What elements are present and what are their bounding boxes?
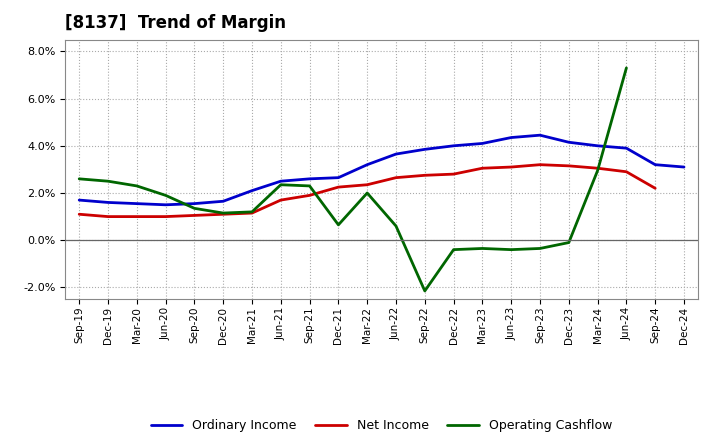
Net Income — [219, 212, 228, 217]
Operating Cashflow — [248, 209, 256, 215]
Line: Operating Cashflow: Operating Cashflow — [79, 68, 626, 291]
Ordinary Income — [564, 139, 573, 145]
Net Income — [104, 214, 112, 219]
Operating Cashflow — [161, 193, 170, 198]
Ordinary Income — [593, 143, 602, 148]
Net Income — [564, 163, 573, 169]
Line: Net Income: Net Income — [79, 165, 655, 216]
Ordinary Income — [651, 162, 660, 167]
Operating Cashflow — [219, 210, 228, 216]
Ordinary Income — [248, 188, 256, 193]
Net Income — [161, 214, 170, 219]
Net Income — [651, 186, 660, 191]
Ordinary Income — [507, 135, 516, 140]
Legend: Ordinary Income, Net Income, Operating Cashflow: Ordinary Income, Net Income, Operating C… — [146, 414, 617, 437]
Net Income — [132, 214, 141, 219]
Ordinary Income — [680, 165, 688, 170]
Operating Cashflow — [104, 179, 112, 184]
Operating Cashflow — [507, 247, 516, 252]
Ordinary Income — [132, 201, 141, 206]
Ordinary Income — [478, 141, 487, 146]
Ordinary Income — [536, 132, 544, 138]
Operating Cashflow — [536, 246, 544, 251]
Net Income — [622, 169, 631, 174]
Net Income — [75, 212, 84, 217]
Net Income — [392, 175, 400, 180]
Operating Cashflow — [392, 224, 400, 229]
Text: [8137]  Trend of Margin: [8137] Trend of Margin — [65, 15, 286, 33]
Ordinary Income — [363, 162, 372, 167]
Net Income — [334, 184, 343, 190]
Net Income — [248, 210, 256, 216]
Net Income — [449, 172, 458, 177]
Ordinary Income — [420, 147, 429, 152]
Ordinary Income — [161, 202, 170, 207]
Operating Cashflow — [363, 191, 372, 196]
Net Income — [363, 182, 372, 187]
Operating Cashflow — [334, 222, 343, 227]
Net Income — [190, 213, 199, 218]
Ordinary Income — [305, 176, 314, 181]
Operating Cashflow — [622, 65, 631, 70]
Operating Cashflow — [420, 288, 429, 293]
Operating Cashflow — [190, 205, 199, 211]
Net Income — [507, 165, 516, 170]
Operating Cashflow — [305, 183, 314, 189]
Operating Cashflow — [564, 240, 573, 245]
Ordinary Income — [622, 146, 631, 151]
Ordinary Income — [104, 200, 112, 205]
Operating Cashflow — [75, 176, 84, 181]
Operating Cashflow — [593, 168, 602, 173]
Ordinary Income — [219, 198, 228, 204]
Net Income — [593, 165, 602, 171]
Net Income — [276, 198, 285, 203]
Ordinary Income — [334, 175, 343, 180]
Net Income — [305, 193, 314, 198]
Ordinary Income — [190, 201, 199, 206]
Line: Ordinary Income: Ordinary Income — [79, 135, 684, 205]
Ordinary Income — [392, 151, 400, 157]
Operating Cashflow — [478, 246, 487, 251]
Operating Cashflow — [132, 183, 141, 189]
Net Income — [420, 172, 429, 178]
Operating Cashflow — [449, 247, 458, 252]
Net Income — [478, 165, 487, 171]
Operating Cashflow — [276, 182, 285, 187]
Ordinary Income — [75, 198, 84, 203]
Ordinary Income — [276, 179, 285, 184]
Net Income — [536, 162, 544, 167]
Ordinary Income — [449, 143, 458, 148]
